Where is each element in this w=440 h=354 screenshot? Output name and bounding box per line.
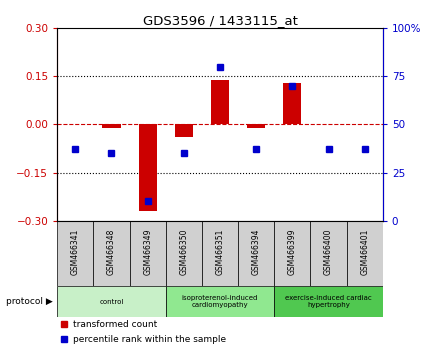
Text: isoproterenol-induced
cardiomyopathy: isoproterenol-induced cardiomyopathy	[182, 295, 258, 308]
Text: GSM466400: GSM466400	[324, 229, 333, 275]
Bar	[57, 221, 93, 286]
Bar	[202, 221, 238, 286]
Bar	[247, 125, 265, 128]
Text: GSM466349: GSM466349	[143, 229, 152, 275]
Bar	[175, 125, 193, 137]
Bar	[238, 221, 274, 286]
Text: GSM466350: GSM466350	[180, 229, 188, 275]
Bar	[139, 125, 157, 211]
Text: control: control	[99, 299, 124, 304]
Bar	[103, 125, 121, 128]
Text: GSM466351: GSM466351	[216, 229, 224, 275]
Bar	[166, 286, 274, 317]
Title: GDS3596 / 1433115_at: GDS3596 / 1433115_at	[143, 14, 297, 27]
Bar	[93, 221, 129, 286]
Text: exercise-induced cardiac
hypertrophy: exercise-induced cardiac hypertrophy	[285, 295, 372, 308]
Text: GSM466348: GSM466348	[107, 229, 116, 275]
Text: GSM466401: GSM466401	[360, 229, 369, 275]
Bar	[274, 286, 383, 317]
Bar	[283, 83, 301, 125]
Bar	[211, 80, 229, 125]
Text: GSM466394: GSM466394	[252, 229, 260, 275]
Bar	[166, 221, 202, 286]
Text: GSM466399: GSM466399	[288, 229, 297, 275]
Text: protocol ▶: protocol ▶	[6, 297, 53, 306]
Bar	[347, 221, 383, 286]
Bar	[311, 221, 347, 286]
Bar	[274, 221, 311, 286]
Text: transformed count: transformed count	[73, 320, 158, 329]
Text: GSM466341: GSM466341	[71, 229, 80, 275]
Bar	[129, 221, 166, 286]
Text: percentile rank within the sample: percentile rank within the sample	[73, 335, 227, 344]
Bar	[57, 286, 166, 317]
